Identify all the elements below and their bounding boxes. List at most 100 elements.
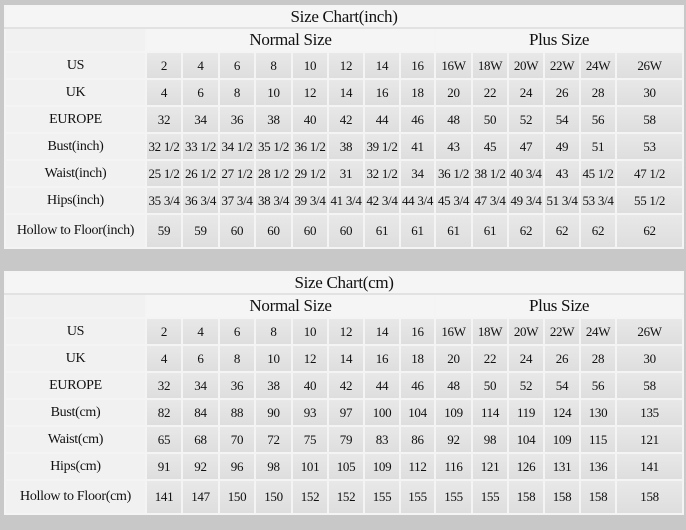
table-cell: 2	[145, 317, 183, 346]
table-cell: 44 3/4	[399, 186, 436, 215]
table-cell: 4	[145, 344, 183, 373]
size-chart-cm: Size Chart(cm) Normal Size Plus Size US 2 4 6 8…	[3, 271, 685, 515]
table-cell: 49	[543, 132, 581, 161]
table-cell: 6	[218, 317, 256, 346]
table-cell: 12	[291, 78, 329, 107]
table-cell: 62	[614, 213, 685, 249]
table-cell: 12	[327, 51, 365, 80]
table-cell: 22W	[543, 317, 581, 346]
group-header-normal: Normal Size	[145, 27, 436, 53]
table-cell: 114	[471, 398, 509, 427]
chart-title: Size Chart(cm)	[3, 271, 685, 295]
table-cell: 150	[254, 479, 293, 515]
table-cell: 98	[471, 425, 509, 454]
table-cell: 22W	[543, 51, 581, 80]
table-cell: 47	[507, 132, 545, 161]
group-header-plus: Plus Size	[433, 293, 685, 319]
table-cell: 34	[181, 105, 220, 134]
table-cell: 131	[543, 452, 581, 481]
table-cell: 16W	[434, 51, 473, 80]
table-row: US 2 4 6 8 10 12 14 16 16W 18W 20W 22W 24W 26W	[4, 317, 685, 346]
table-cell: 54	[543, 105, 581, 134]
table-cell: 86	[399, 425, 436, 454]
table-cell: 28 1/2	[254, 159, 293, 188]
table-cell: 42 3/4	[363, 186, 401, 215]
table-cell: 14	[363, 51, 401, 80]
table-cell: 34 1/2	[218, 132, 256, 161]
table-cell: 4	[145, 78, 183, 107]
table-cell: 27 1/2	[218, 159, 256, 188]
table-cell: 135	[614, 398, 685, 427]
table-cell: 62	[579, 213, 617, 249]
table-cell: 93	[291, 398, 329, 427]
table-cell: 88	[218, 398, 256, 427]
table-cell: 48	[434, 105, 473, 134]
table-cell: 155	[471, 479, 509, 515]
table-cell: 104	[399, 398, 436, 427]
table-cell: 43	[543, 159, 581, 188]
table-cell: 36 3/4	[181, 186, 220, 215]
table-cell: 70	[218, 425, 256, 454]
table-cell: 26W	[614, 51, 685, 80]
table-cell: 155	[399, 479, 436, 515]
table-cell: 158	[507, 479, 545, 515]
table-cell: 65	[145, 425, 183, 454]
table-cell: 55 1/2	[614, 186, 685, 215]
table-cell: 37 3/4	[218, 186, 256, 215]
table-cell: 6	[181, 78, 220, 107]
table-cell: 45 3/4	[434, 186, 473, 215]
table-cell: 109	[543, 425, 581, 454]
table-cell: 6	[218, 51, 256, 80]
table-cell: 40 3/4	[507, 159, 545, 188]
table-cell: 152	[291, 479, 329, 515]
table-cell: 24W	[579, 317, 617, 346]
table-cell: 97	[327, 398, 365, 427]
table-cell: 50	[471, 105, 509, 134]
table-cell: 158	[543, 479, 581, 515]
row-label: Hollow to Floor(cm)	[4, 479, 147, 515]
table-cell: 45 1/2	[579, 159, 617, 188]
table-cell: 38	[254, 371, 293, 400]
table-cell: 60	[291, 213, 329, 249]
table-cell: 72	[254, 425, 293, 454]
table-cell: 147	[181, 479, 220, 515]
table-cell: 58	[614, 371, 685, 400]
row-label: UK	[4, 78, 147, 107]
table-cell: 46	[399, 105, 436, 134]
table-cell: 34	[399, 159, 436, 188]
table-cell: 53	[614, 132, 685, 161]
table-cell: 14	[363, 317, 401, 346]
table-cell: 26 1/2	[181, 159, 220, 188]
table-cell: 50	[471, 371, 509, 400]
table-cell: 105	[327, 452, 365, 481]
table-cell: 26W	[614, 317, 685, 346]
table-cell: 98	[254, 452, 293, 481]
table-cell: 40	[291, 105, 329, 134]
table-cell: 158	[579, 479, 617, 515]
table-cell: 52	[507, 371, 545, 400]
table-cell: 51 3/4	[543, 186, 581, 215]
row-label: Bust(inch)	[4, 132, 147, 161]
table-cell: 91	[145, 452, 183, 481]
title-row: Size Chart(cm)	[3, 271, 685, 295]
table-row: UK 4 6 8 10 12 14 16 18 20 22 24 26 28 30	[4, 344, 685, 373]
table-cell: 26	[543, 344, 581, 373]
table-cell: 30	[614, 78, 685, 107]
table-cell: 59	[145, 213, 183, 249]
table-cell: 155	[363, 479, 401, 515]
table-cell: 38 3/4	[254, 186, 293, 215]
table-cell: 16W	[434, 317, 473, 346]
table-cell: 83	[363, 425, 401, 454]
table-cell: 68	[181, 425, 220, 454]
table-cell: 35 3/4	[145, 186, 183, 215]
table-cell: 150	[218, 479, 256, 515]
table-cell: 45	[471, 132, 509, 161]
table-cell: 34	[181, 371, 220, 400]
row-label: Hips(cm)	[4, 452, 147, 481]
table-cell: 30	[614, 344, 685, 373]
table-cell: 32 1/2	[145, 132, 183, 161]
table-cell: 16	[399, 317, 436, 346]
table-cell: 38	[327, 132, 365, 161]
table-cell: 10	[291, 317, 329, 346]
table-cell: 61	[363, 213, 401, 249]
